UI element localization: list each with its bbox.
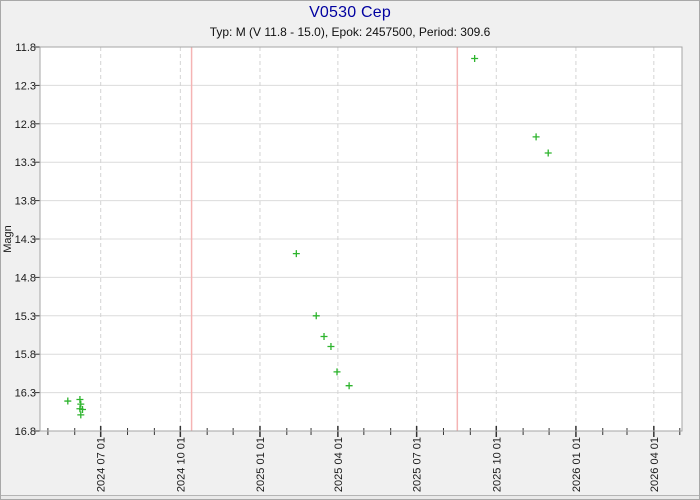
y-tick-label: 12.3 [15,80,36,92]
y-tick-label: 16.3 [15,388,36,400]
x-tick-label: 2024 07 01 [96,437,108,492]
star-name-title: V0530 Cep [309,4,391,21]
y-tick-label: 13.8 [15,196,36,208]
data-point[interactable] [312,312,320,320]
data-point[interactable] [532,133,540,141]
data-point[interactable] [471,55,479,63]
y-tick-label: 11.8 [15,42,36,54]
data-point[interactable] [327,343,335,351]
data-point[interactable] [64,397,72,405]
plot-border [39,46,683,432]
x-tick-label: 2026 04 01 [649,437,661,492]
data-point[interactable] [77,400,85,408]
star-info-subtitle: Typ: M (V 11.8 - 15.0), Epok: 2457500, P… [209,25,491,39]
data-point[interactable] [345,382,353,390]
x-tick-label: 2025 04 01 [333,437,345,492]
y-tick-label: 16.8 [15,426,36,438]
y-tick-label: 13.3 [15,157,36,169]
x-tick-label: 2026 01 01 [571,437,583,492]
window-bottom-edge [1,495,699,499]
data-point[interactable] [544,149,552,157]
data-point[interactable] [76,396,84,404]
data-point[interactable] [77,411,85,419]
y-axis-title: Magn [2,225,14,253]
y-tick-label: 15.8 [15,349,36,361]
x-tick-label: 2025 07 01 [412,437,424,492]
x-tick-label: 2025 10 01 [491,437,503,492]
data-point[interactable] [79,405,87,413]
data-point[interactable] [333,368,341,376]
data-point[interactable] [292,250,300,258]
x-tick-label: 2024 10 01 [175,437,187,492]
y-tick-label: 12.8 [15,119,36,131]
x-tick-label: 2025 01 01 [255,437,267,492]
y-tick-label: 14.8 [15,272,36,284]
y-tick-label: 14.3 [15,234,36,246]
y-tick-label: 15.3 [15,311,36,323]
data-point[interactable] [320,333,328,341]
